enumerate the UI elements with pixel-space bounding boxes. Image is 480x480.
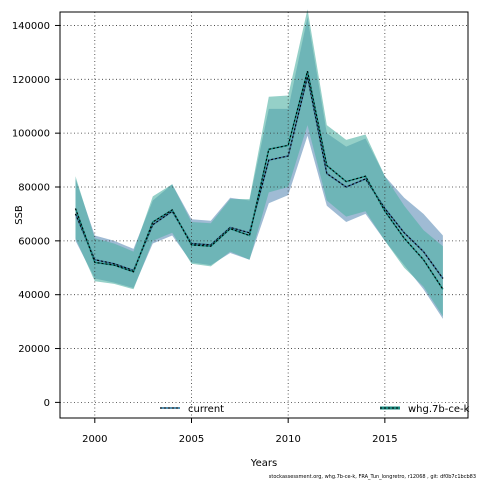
legend: current whg.7b-ce-k	[160, 404, 470, 415]
x-tick-label: 2000	[82, 434, 107, 445]
series-line-whg-7b-ce-k	[74, 71, 444, 290]
y-axis-title: SSB	[14, 205, 25, 225]
confidence-bands	[75, 9, 443, 319]
footer-credit: stockassessment.org, whg.7b-ce-k, FRA_Tu…	[269, 474, 476, 480]
legend-item-assessment: whg.7b-ce-k	[380, 404, 470, 415]
y-tick-label: 120000	[12, 75, 50, 86]
y-tick-label: 40000	[18, 290, 50, 301]
plot-frame	[59, 11, 469, 419]
series-line-current-dashed	[74, 76, 444, 279]
legend-label-current: current	[188, 404, 224, 415]
y-tick-label: 60000	[18, 236, 50, 247]
series-lines	[74, 71, 444, 290]
y-tick-label: 100000	[12, 129, 50, 140]
y-axis: 0 20000 40000 60000 80000 100000 120000 140000	[12, 21, 60, 409]
y-tick-label: 0	[44, 398, 50, 409]
legend-item-current: current	[160, 404, 224, 415]
y-tick-label: 140000	[12, 21, 50, 32]
x-tick-label: 2010	[275, 434, 300, 445]
y-tick-label: 20000	[18, 344, 50, 355]
x-tick-label: 2015	[372, 434, 397, 445]
y-tick-label: 80000	[18, 183, 50, 194]
legend-label-assessment: whg.7b-ce-k	[408, 404, 470, 415]
x-tick-label: 2005	[179, 434, 204, 445]
x-axis: 2000 2005 2010 2015	[82, 418, 398, 445]
band-whg-7b-ce-k	[75, 9, 443, 317]
grid-lines	[60, 12, 468, 418]
x-axis-title: Years	[250, 458, 277, 469]
